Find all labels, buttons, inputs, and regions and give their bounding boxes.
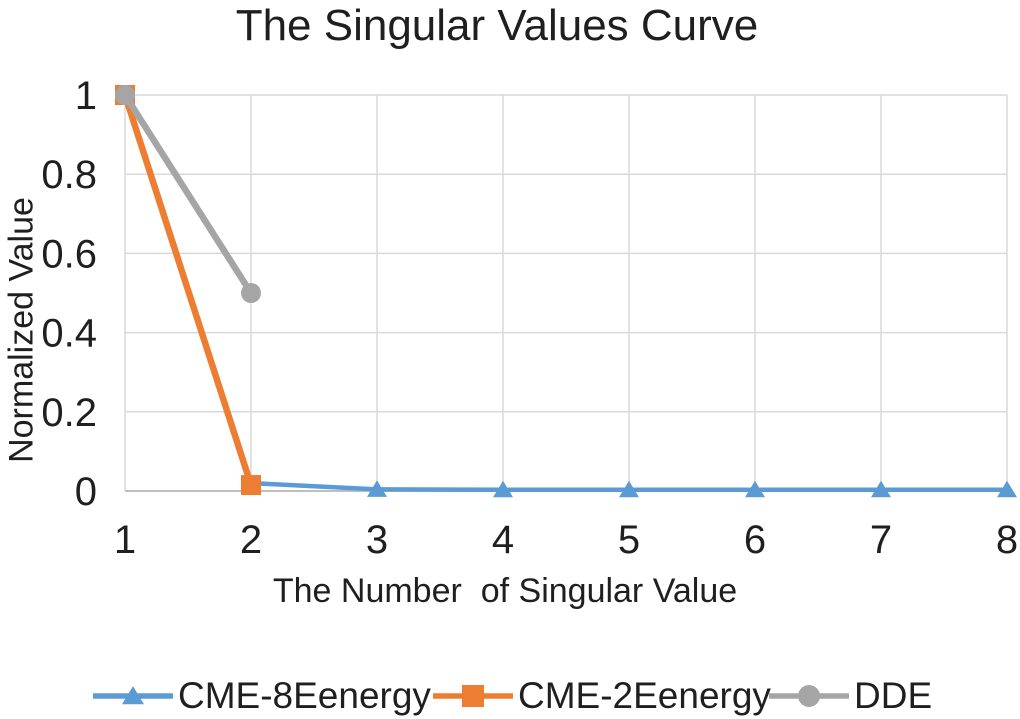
data-point-square	[241, 475, 261, 496]
triangle-marker-icon	[93, 686, 173, 705]
x-tick-label: 2	[240, 518, 262, 562]
data-point-circle	[115, 85, 135, 105]
x-tick-label: 6	[744, 518, 766, 562]
data-point-triangle	[745, 480, 765, 498]
series-line-cme-8eenergy	[122, 92, 1010, 493]
square-marker-icon	[433, 685, 513, 707]
data-point-circle	[241, 283, 261, 303]
y-tick-label: 0.2	[41, 391, 97, 435]
x-tick-label: 4	[492, 518, 514, 562]
series-line-dde	[121, 91, 255, 297]
x-tick-label: 1	[114, 518, 136, 562]
data-point-triangle	[871, 480, 891, 498]
y-tick-label: 0	[75, 470, 97, 514]
data-point-triangle	[619, 480, 639, 498]
legend-entry-cme-2eenergy: CME-2Eenergy	[433, 674, 771, 718]
legend-entry-cme-8eenergy: CME-8Eenergy	[93, 674, 431, 718]
y-tick-label: 0.4	[41, 312, 97, 356]
x-tick-label: 5	[618, 518, 640, 562]
x-axis-title: The Number of Singular Value	[272, 572, 738, 610]
x-tick-label: 3	[366, 518, 388, 562]
y-tick-label: 0.8	[41, 153, 97, 197]
legend-label: DDE	[854, 675, 933, 716]
legend-circle-glyph	[798, 685, 820, 707]
legend-triangle-glyph	[122, 686, 144, 705]
legend-square-glyph	[462, 685, 484, 707]
x-tick-label: 8	[996, 518, 1018, 562]
data-point-triangle	[997, 480, 1017, 498]
y-tick-label: 0.6	[41, 232, 97, 276]
legend-label: CME-2Eenergy	[518, 675, 771, 716]
x-tick-label: 7	[870, 518, 892, 562]
data-point-triangle	[493, 480, 513, 498]
legend-entry-dde: DDE	[769, 674, 932, 718]
chart-title: The Singular Values Curve	[235, 1, 759, 50]
series-line-cme-2eenergy	[121, 91, 255, 489]
y-tick-label: 1	[75, 74, 97, 118]
data-point-triangle	[367, 480, 387, 497]
circle-marker-icon	[769, 685, 849, 707]
legend-label: CME-8Eenergy	[178, 675, 431, 716]
